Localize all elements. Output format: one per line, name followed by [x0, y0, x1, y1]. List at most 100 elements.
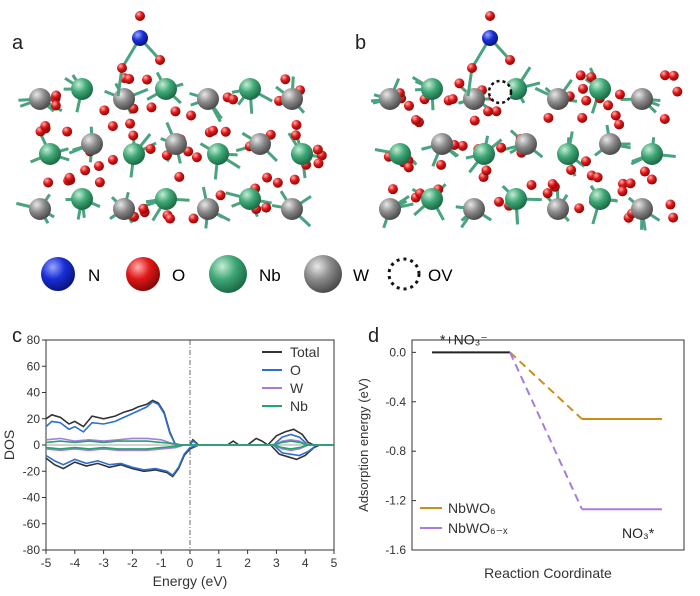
x-tick-label: 2	[244, 556, 251, 570]
oxygen-atom	[543, 112, 554, 123]
oxygen-atom	[94, 177, 105, 188]
oxygen-atom	[614, 89, 625, 100]
y-axis-label: DOS	[1, 430, 17, 460]
oxygen-atom	[577, 112, 588, 123]
panel-label-c: c	[12, 325, 22, 347]
x-tick-label: 3	[273, 556, 280, 570]
panel-label-d: d	[368, 325, 380, 347]
oxygen-atom	[220, 126, 231, 137]
niobium-atom	[589, 188, 611, 210]
dos-chart: 80 60 40 20 0 -20 -40 -60 -80-5 -4 -3 -2 -1 0 1 2 3 4 5 Tot…	[1, 333, 338, 589]
tungsten-atom	[281, 198, 303, 220]
tungsten-atom	[515, 133, 537, 155]
dos-line-o-up	[45, 400, 334, 446]
oxygen-atom	[646, 174, 657, 185]
oxygen-atom	[485, 11, 495, 21]
oxygen-atom	[312, 144, 323, 155]
oxygen-atom	[142, 74, 153, 85]
niobium-atom	[473, 143, 495, 165]
tungsten-atom	[379, 88, 401, 110]
oxygen-atom	[547, 179, 558, 190]
legend-label-0: NbWO₆	[448, 500, 496, 516]
plot-frame	[411, 339, 685, 551]
dos-line-w-up	[45, 437, 334, 446]
oxygen-atom	[617, 178, 628, 189]
oxygen-atom	[262, 172, 273, 183]
oxygen-atom	[170, 106, 181, 117]
oxygen-atom	[603, 100, 614, 111]
oxygen-atom	[493, 196, 504, 207]
tungsten-atom	[431, 133, 453, 155]
oxygen-atom	[145, 143, 156, 154]
tungsten-atom-icon	[304, 255, 342, 293]
crystal-structures	[16, 11, 683, 231]
y-tick-label: 0	[33, 438, 40, 452]
oxygen-atom	[447, 94, 458, 105]
x-tick-label: -1	[156, 556, 167, 570]
niobium-atom	[39, 143, 61, 165]
oxygen-atom	[99, 105, 110, 116]
tungsten-atom	[547, 198, 569, 220]
oxygen-atom	[639, 166, 650, 177]
oxygen-atom	[80, 165, 91, 176]
x-tick-label: -2	[127, 556, 138, 570]
legend-label-w: W	[353, 266, 369, 285]
oxygen-atom	[313, 158, 324, 169]
oxygen-atom	[454, 78, 465, 89]
y-tick-label: -1.6	[385, 543, 406, 557]
y-tick-label: -1.2	[385, 494, 406, 508]
oxygen-atom	[436, 159, 447, 170]
tungsten-atom	[29, 198, 51, 220]
x-tick-label: 1	[215, 556, 222, 570]
dos-line-w-down	[45, 444, 334, 452]
oxygen-atom	[387, 184, 398, 195]
y-tick-label: 0.0	[389, 345, 406, 359]
niobium-atom	[71, 188, 93, 210]
tungsten-atom	[197, 198, 219, 220]
oxygen-atom	[672, 86, 683, 97]
niobium-atom	[589, 78, 611, 100]
y-tick-label: -0.8	[385, 444, 406, 458]
oxygen-atom	[107, 154, 118, 165]
oxygen-atom	[124, 73, 135, 84]
y-tick-label: 60	[27, 359, 41, 373]
dos-line-nb-down	[45, 444, 334, 450]
oxygen-atom	[483, 106, 494, 117]
x-tick-label: 0	[187, 556, 194, 570]
oxygen-atom	[481, 165, 492, 176]
oxygen-atom	[272, 177, 283, 188]
oxygen-atom	[617, 186, 628, 197]
oxygen-atom	[290, 130, 301, 141]
x-tick-label: -4	[69, 556, 80, 570]
oxygen-atom	[107, 121, 118, 132]
oxygen-vacancy	[487, 79, 513, 105]
oxygen-atom	[174, 171, 185, 182]
oxygen-atom	[208, 125, 219, 136]
oxygen-atom	[668, 70, 679, 81]
legend-label-1: NbWO₆₋ₓ	[448, 520, 508, 536]
niobium-atom	[123, 143, 145, 165]
niobium-atom	[641, 143, 663, 165]
oxygen-atom	[665, 199, 676, 210]
oxygen-atom	[580, 156, 591, 167]
legend-label-total: Total	[290, 344, 320, 360]
oxygen-atom	[496, 142, 507, 153]
tungsten-atom	[113, 88, 135, 110]
transition-line-1	[509, 351, 583, 510]
oxygen-atom	[50, 100, 61, 111]
oxygen-atom	[625, 178, 636, 189]
oxygen-atom	[581, 95, 592, 106]
tungsten-atom	[547, 88, 569, 110]
niobium-atom	[239, 78, 261, 100]
oxygen-atom	[586, 72, 597, 83]
oxygen-atom	[43, 177, 54, 188]
oxygen-atom	[491, 106, 502, 117]
y-tick-label: -0.4	[385, 395, 406, 409]
tungsten-atom	[599, 133, 621, 155]
oxygen-atom	[574, 203, 585, 214]
y-tick-label: -60	[23, 517, 41, 531]
oxygen-atom	[659, 70, 670, 81]
oxygen-atom	[469, 115, 480, 126]
oxygen-atom	[186, 110, 197, 121]
oxygen-atom	[280, 74, 291, 85]
